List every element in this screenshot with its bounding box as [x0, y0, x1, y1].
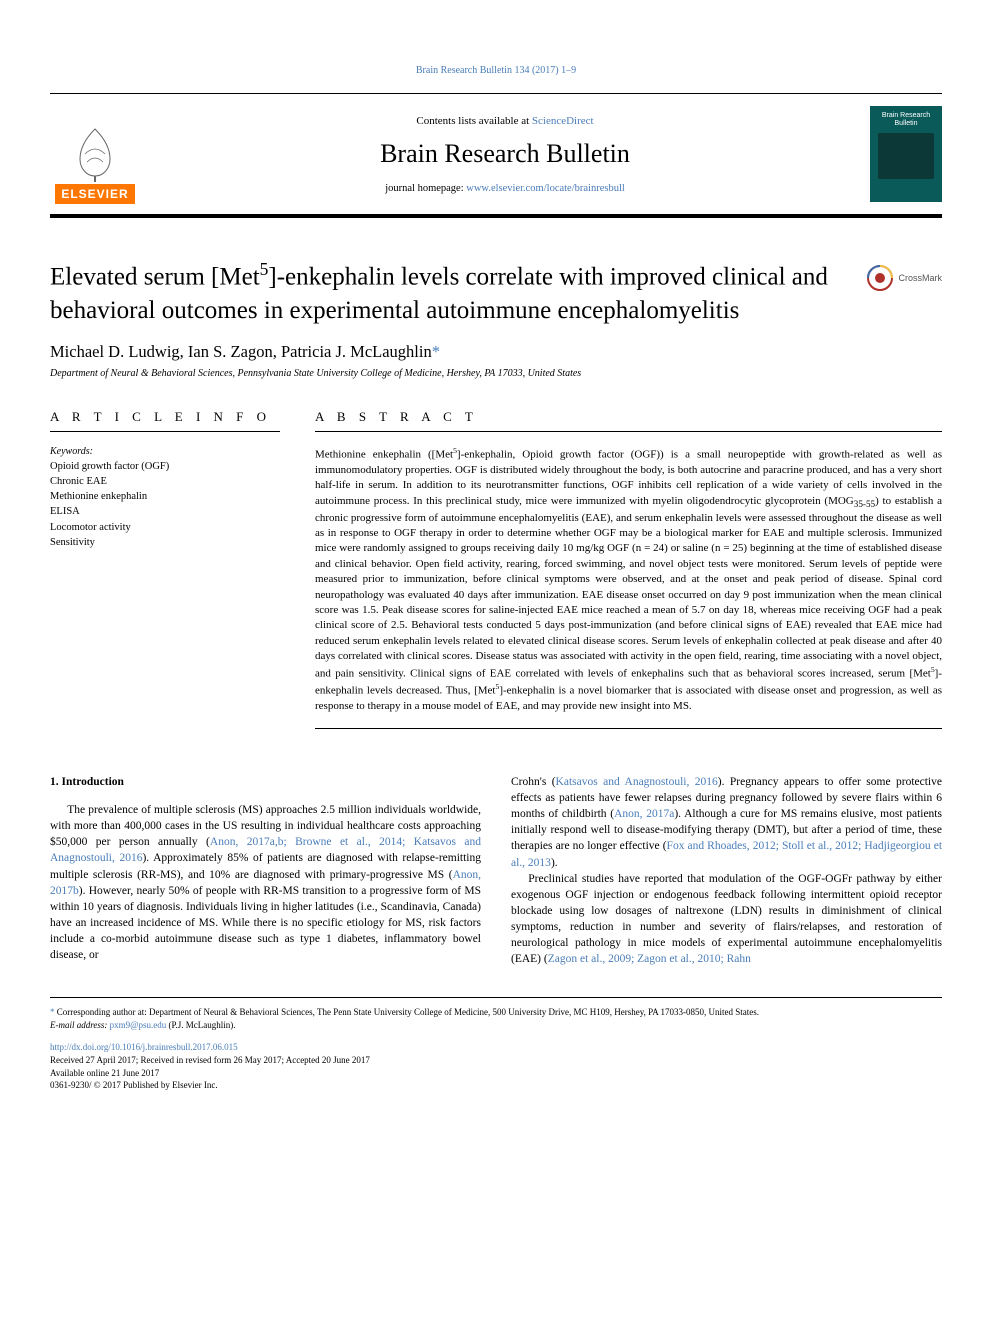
abstract: A B S T R A C T Methionine enkephalin ([…	[315, 409, 942, 729]
corresponding-author: * Corresponding author at: Department of…	[50, 1006, 942, 1019]
journal-ref-link[interactable]: Brain Research Bulletin 134 (2017) 1–9	[416, 65, 576, 76]
article-info-heading: A R T I C L E I N F O	[50, 409, 280, 432]
footer: * Corresponding author at: Department of…	[50, 997, 942, 1092]
homepage-link[interactable]: www.elsevier.com/locate/brainresbull	[466, 183, 625, 194]
crossmark-badge[interactable]: CrossMark	[866, 264, 942, 292]
journal-cover-title: Brain Research Bulletin	[874, 112, 938, 129]
doi-link[interactable]: http://dx.doi.org/10.1016/j.brainresbull…	[50, 1042, 238, 1052]
body-paragraph: The prevalence of multiple sclerosis (MS…	[50, 802, 481, 963]
crossmark-icon	[866, 264, 894, 292]
body-paragraph: Preclinical studies have reported that m…	[511, 871, 942, 968]
body-section: 1. Introduction The prevalence of multip…	[50, 774, 942, 967]
body-paragraph: Crohn's (Katsavos and Anagnostouli, 2016…	[511, 774, 942, 871]
elsevier-label: ELSEVIER	[55, 184, 134, 204]
journal-cover[interactable]: Brain Research Bulletin	[870, 106, 942, 202]
article-info: A R T I C L E I N F O Keywords: Opioid g…	[50, 409, 280, 729]
crossmark-label: CrossMark	[898, 273, 942, 283]
keyword: Locomotor activity	[50, 520, 280, 535]
available-line: Available online 21 June 2017	[50, 1067, 942, 1080]
contents-line: Contents lists available at ScienceDirec…	[140, 115, 870, 127]
keyword: Sensitivity	[50, 535, 280, 550]
abstract-text: Methionine enkephalin ([Met5]-enkephalin…	[315, 446, 942, 729]
journal-name: Brain Research Bulletin	[140, 139, 870, 169]
journal-banner: ELSEVIER Contents lists available at Sci…	[50, 93, 942, 218]
issn-line: 0361-9230/ © 2017 Published by Elsevier …	[50, 1079, 942, 1092]
received-line: Received 27 April 2017; Received in revi…	[50, 1054, 942, 1067]
keyword: ELISA	[50, 504, 280, 519]
homepage-line: journal homepage: www.elsevier.com/locat…	[140, 183, 870, 194]
email-link[interactable]: pxm9@psu.edu	[110, 1020, 167, 1030]
elsevier-logo[interactable]: ELSEVIER	[50, 104, 140, 204]
section-heading-intro: 1. Introduction	[50, 774, 481, 790]
keyword: Methionine enkephalin	[50, 489, 280, 504]
elsevier-tree-icon	[65, 124, 125, 184]
sciencedirect-link[interactable]: ScienceDirect	[532, 115, 594, 127]
journal-cover-image	[878, 133, 934, 179]
email-line: E-mail address: pxm9@psu.edu (P.J. McLau…	[50, 1019, 942, 1032]
keyword: Chronic EAE	[50, 474, 280, 489]
abstract-heading: A B S T R A C T	[315, 409, 942, 432]
journal-reference: Brain Research Bulletin 134 (2017) 1–9	[50, 60, 942, 78]
keywords-label: Keywords:	[50, 446, 280, 457]
affiliation: Department of Neural & Behavioral Scienc…	[50, 368, 942, 379]
authors: Michael D. Ludwig, Ian S. Zagon, Patrici…	[50, 342, 942, 362]
keyword: Opioid growth factor (OGF)	[50, 459, 280, 474]
article-title: Elevated serum [Met5]-enkephalin levels …	[50, 258, 851, 328]
